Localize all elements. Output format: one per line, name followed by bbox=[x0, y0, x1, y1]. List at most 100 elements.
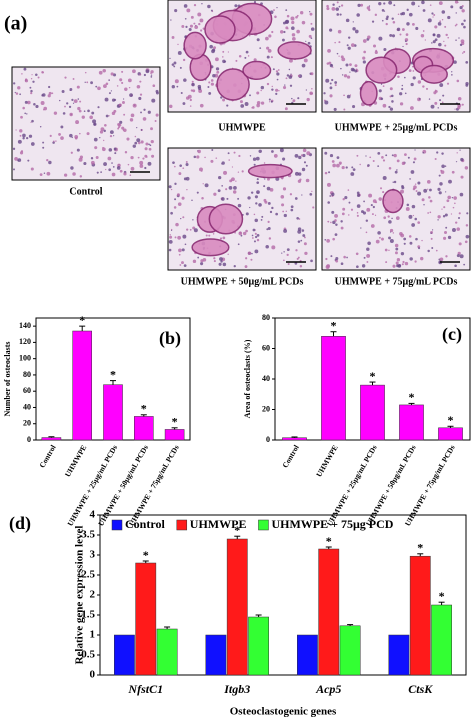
cell-dot bbox=[111, 162, 113, 164]
cell-dot bbox=[444, 25, 447, 28]
cell-dot bbox=[391, 154, 394, 157]
cell-dot bbox=[253, 213, 256, 216]
cell-dot bbox=[121, 81, 124, 85]
cell-dot bbox=[237, 243, 240, 246]
y-axis-label: Number of osteoclasts bbox=[3, 342, 12, 417]
error-bar bbox=[164, 626, 171, 629]
cell-dot bbox=[447, 36, 450, 39]
cell-dot bbox=[356, 204, 361, 208]
cell-dot bbox=[148, 147, 152, 151]
cell-dot bbox=[346, 44, 349, 47]
cell-dot bbox=[278, 89, 280, 92]
cell-dot bbox=[302, 148, 307, 153]
cell-dot bbox=[282, 85, 287, 90]
cell-dot bbox=[362, 56, 366, 60]
cell-dot bbox=[333, 107, 337, 111]
cell-dot bbox=[171, 63, 175, 66]
osteoclast bbox=[242, 60, 272, 81]
cell-dot bbox=[73, 99, 78, 104]
cell-dot bbox=[213, 260, 216, 263]
cell-dot bbox=[363, 200, 365, 203]
cell-dot bbox=[286, 248, 290, 252]
cell-dot bbox=[375, 239, 380, 244]
significance-marker: * bbox=[234, 523, 240, 537]
cell-dot bbox=[184, 17, 187, 20]
cell-dot bbox=[331, 78, 334, 82]
cell-dot bbox=[276, 7, 278, 9]
cell-dot bbox=[174, 165, 176, 168]
cell-dot bbox=[399, 92, 403, 96]
cell-dot bbox=[329, 94, 333, 98]
cell-dot bbox=[417, 181, 421, 185]
significance-marker: * bbox=[326, 534, 332, 548]
cell-dot bbox=[305, 164, 308, 167]
cell-dot bbox=[344, 196, 348, 200]
cell-dot bbox=[221, 161, 225, 165]
cell-dot bbox=[116, 85, 119, 87]
cell-dot bbox=[254, 218, 258, 223]
cell-dot bbox=[174, 182, 177, 186]
cell-dot bbox=[228, 159, 230, 161]
cell-dot bbox=[197, 12, 202, 17]
cell-dot bbox=[43, 106, 48, 111]
cell-dot bbox=[439, 257, 444, 262]
bar bbox=[72, 330, 92, 441]
cell-dot bbox=[378, 197, 383, 201]
bar bbox=[156, 628, 178, 676]
cell-dot bbox=[221, 185, 223, 187]
cell-dot bbox=[260, 219, 263, 221]
cell-dot bbox=[71, 136, 73, 139]
cell-dot bbox=[391, 217, 393, 220]
cell-dot bbox=[343, 255, 346, 259]
cell-dot bbox=[219, 257, 223, 261]
cell-dot bbox=[48, 91, 52, 95]
cell-dot bbox=[129, 118, 134, 122]
cell-dot bbox=[446, 199, 450, 203]
cell-dot bbox=[404, 92, 407, 95]
cell-dot bbox=[451, 170, 455, 174]
error-bar bbox=[234, 535, 241, 539]
cell-dot bbox=[139, 160, 144, 165]
cell-dot bbox=[334, 41, 336, 44]
cell-dot bbox=[350, 67, 355, 72]
cell-dot bbox=[356, 154, 359, 157]
cell-dot bbox=[137, 156, 140, 159]
cell-dot bbox=[399, 102, 404, 106]
cell-dot bbox=[48, 160, 52, 165]
cell-dot bbox=[237, 171, 240, 173]
cell-dot bbox=[181, 261, 184, 265]
cell-dot bbox=[431, 229, 434, 231]
cell-dot bbox=[305, 178, 310, 183]
cell-dot bbox=[207, 4, 211, 9]
cell-dot bbox=[17, 139, 22, 144]
cell-dot bbox=[15, 92, 19, 95]
cell-dot bbox=[238, 154, 241, 158]
cell-dot bbox=[412, 70, 415, 72]
cell-dot bbox=[335, 223, 338, 227]
cell-dot bbox=[463, 19, 466, 22]
cell-dot bbox=[290, 205, 294, 209]
micrograph bbox=[11, 66, 161, 181]
cell-dot bbox=[79, 132, 81, 135]
cell-dot bbox=[457, 97, 462, 101]
cell-dot bbox=[388, 249, 390, 252]
cell-dot bbox=[69, 112, 73, 117]
cell-dot bbox=[155, 89, 159, 93]
cell-dot bbox=[90, 81, 93, 85]
cell-dot bbox=[444, 165, 447, 167]
cell-dot bbox=[289, 84, 293, 87]
cell-dot bbox=[121, 70, 124, 73]
cell-dot bbox=[437, 187, 441, 191]
x-tick-label: Control bbox=[280, 443, 300, 469]
cell-dot bbox=[17, 86, 21, 90]
cell-dot bbox=[123, 113, 126, 116]
cell-dot bbox=[345, 18, 350, 23]
cell-dot bbox=[251, 252, 253, 255]
cell-dot bbox=[380, 237, 384, 241]
cell-dot bbox=[396, 159, 400, 163]
cell-dot bbox=[20, 150, 24, 153]
cell-dot bbox=[324, 238, 327, 241]
cell-dot bbox=[170, 19, 172, 21]
cell-dot bbox=[298, 218, 301, 220]
